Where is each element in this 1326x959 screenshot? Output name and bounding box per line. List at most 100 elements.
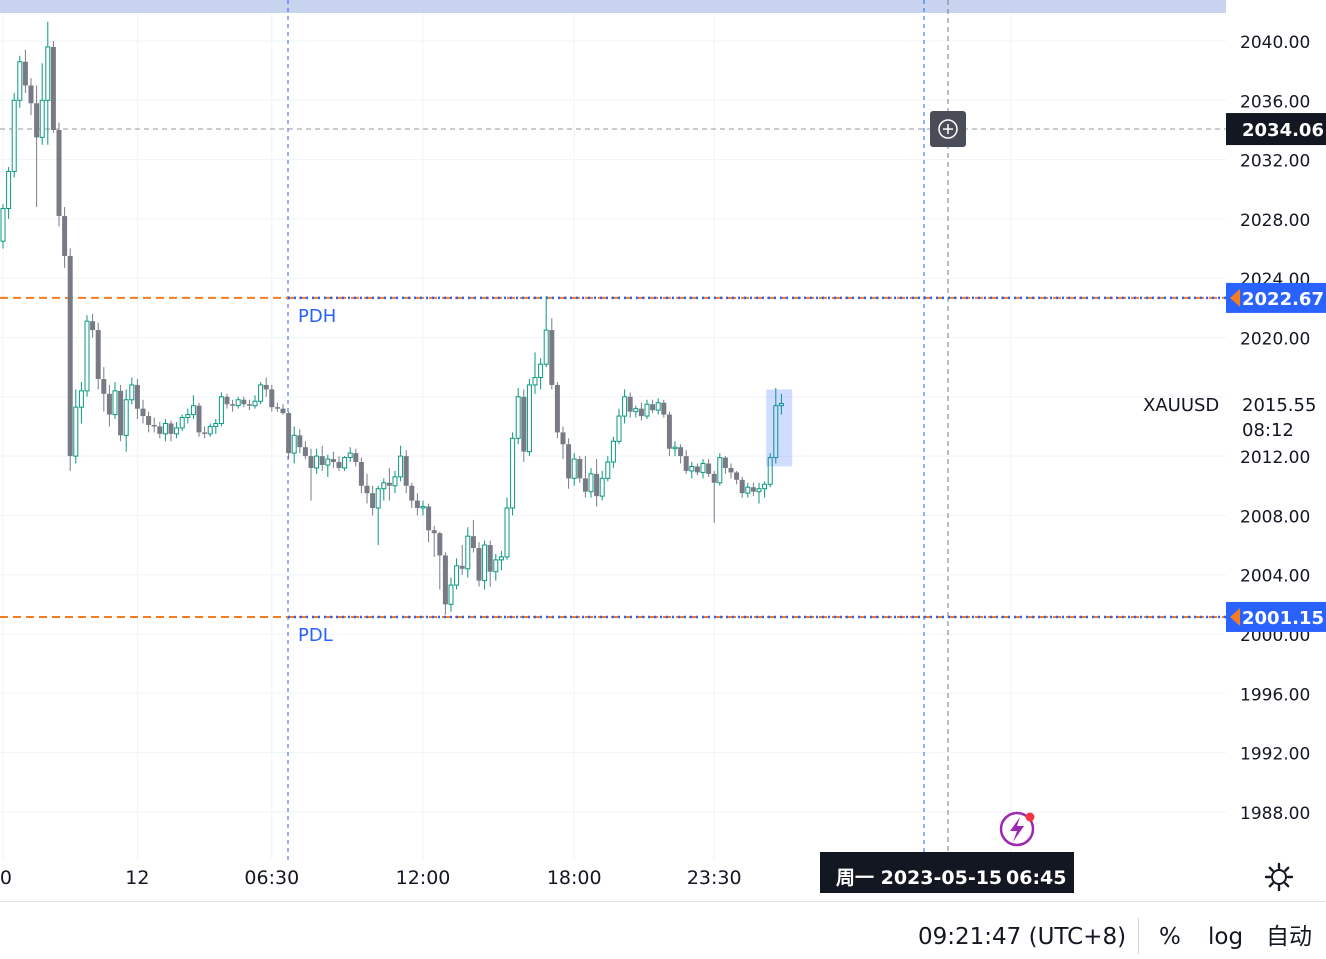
candle[interactable]	[207, 423, 213, 437]
candle[interactable]	[437, 531, 443, 590]
candle[interactable]	[168, 420, 174, 442]
candle[interactable]	[162, 419, 168, 442]
candle[interactable]	[269, 384, 275, 412]
candle[interactable]	[521, 389, 527, 463]
candle[interactable]	[302, 441, 308, 460]
candle[interactable]	[174, 422, 180, 439]
candle[interactable]	[532, 352, 538, 394]
candle[interactable]	[146, 411, 152, 433]
candle[interactable]	[274, 402, 280, 412]
candle[interactable]	[694, 463, 700, 476]
candle[interactable]	[442, 552, 448, 615]
candle[interactable]	[45, 21, 51, 145]
candle[interactable]	[560, 426, 566, 460]
candle[interactable]	[347, 447, 353, 463]
candle[interactable]	[711, 470, 717, 523]
candle[interactable]	[0, 204, 6, 249]
candle[interactable]	[196, 402, 202, 437]
candle[interactable]	[588, 467, 594, 498]
candle[interactable]	[106, 384, 112, 427]
candle[interactable]	[263, 377, 269, 397]
candle[interactable]	[633, 405, 639, 418]
candle[interactable]	[554, 381, 560, 439]
candle[interactable]	[386, 467, 392, 501]
candle[interactable]	[728, 463, 734, 479]
candle[interactable]	[689, 462, 695, 479]
candle[interactable]	[375, 485, 381, 546]
candle[interactable]	[482, 540, 488, 590]
candle[interactable]	[622, 389, 628, 424]
candle[interactable]	[767, 453, 773, 488]
candle[interactable]	[543, 295, 549, 368]
candle[interactable]	[101, 367, 107, 412]
candle[interactable]	[129, 377, 135, 405]
candle[interactable]	[230, 399, 236, 412]
candle[interactable]	[218, 392, 224, 427]
candle[interactable]	[666, 411, 672, 457]
percent-scale-button[interactable]: %	[1159, 924, 1181, 950]
candle[interactable]	[650, 399, 656, 414]
candle[interactable]	[661, 399, 667, 418]
candle[interactable]	[487, 540, 493, 587]
candle[interactable]	[336, 456, 342, 471]
clock-timezone[interactable]: 09:21:47 (UTC+8)	[918, 924, 1127, 950]
candle[interactable]	[605, 456, 611, 482]
candle[interactable]	[426, 503, 432, 543]
candle[interactable]	[34, 85, 40, 208]
candle[interactable]	[734, 470, 740, 485]
candle[interactable]	[364, 473, 370, 504]
candle[interactable]	[17, 55, 23, 108]
candle[interactable]	[56, 122, 62, 227]
candle[interactable]	[470, 519, 476, 553]
candle[interactable]	[235, 396, 241, 409]
price-axis[interactable]	[1226, 0, 1326, 900]
candle[interactable]	[700, 459, 706, 479]
candle[interactable]	[549, 318, 555, 390]
candle[interactable]	[773, 387, 779, 464]
candle[interactable]	[381, 478, 387, 501]
candle[interactable]	[157, 422, 163, 439]
candle[interactable]	[459, 545, 465, 575]
candle[interactable]	[476, 542, 482, 587]
candle[interactable]	[510, 432, 516, 516]
candle[interactable]	[84, 315, 90, 397]
candle[interactable]	[62, 207, 68, 268]
lightning-icon[interactable]	[999, 811, 1035, 847]
candle[interactable]	[202, 426, 208, 439]
candle[interactable]	[370, 485, 376, 516]
candle[interactable]	[190, 395, 196, 420]
candle[interactable]	[50, 41, 56, 133]
candle[interactable]	[627, 392, 633, 418]
candle[interactable]	[638, 402, 644, 421]
candle[interactable]	[750, 482, 756, 497]
candle[interactable]	[213, 419, 219, 434]
candle[interactable]	[291, 426, 297, 464]
candle[interactable]	[409, 482, 415, 508]
candle[interactable]	[403, 450, 409, 494]
candle[interactable]	[134, 379, 140, 420]
candle[interactable]	[39, 63, 45, 145]
candle[interactable]	[185, 408, 191, 424]
add-alert-plus-button[interactable]	[930, 111, 966, 148]
candle[interactable]	[644, 399, 650, 420]
candle[interactable]	[582, 456, 588, 498]
candle[interactable]	[28, 78, 34, 116]
candle[interactable]	[722, 456, 728, 474]
candle[interactable]	[465, 527, 471, 578]
candle[interactable]	[319, 445, 325, 471]
candle[interactable]	[414, 493, 420, 516]
candle[interactable]	[706, 459, 712, 477]
candle[interactable]	[358, 457, 364, 494]
candle[interactable]	[297, 429, 303, 454]
settings-gear-icon[interactable]	[1264, 862, 1294, 892]
candle[interactable]	[616, 408, 622, 445]
candle[interactable]	[778, 393, 784, 415]
candle[interactable]	[286, 411, 292, 460]
chart-area[interactable]: PDH PDL 2040.00 2036.00 2032.00 2028.00 2024.…	[0, 0, 1326, 900]
candle[interactable]	[151, 417, 157, 433]
candle[interactable]	[112, 381, 118, 420]
candle[interactable]	[420, 500, 426, 516]
candle[interactable]	[398, 445, 404, 482]
candle[interactable]	[140, 399, 146, 424]
